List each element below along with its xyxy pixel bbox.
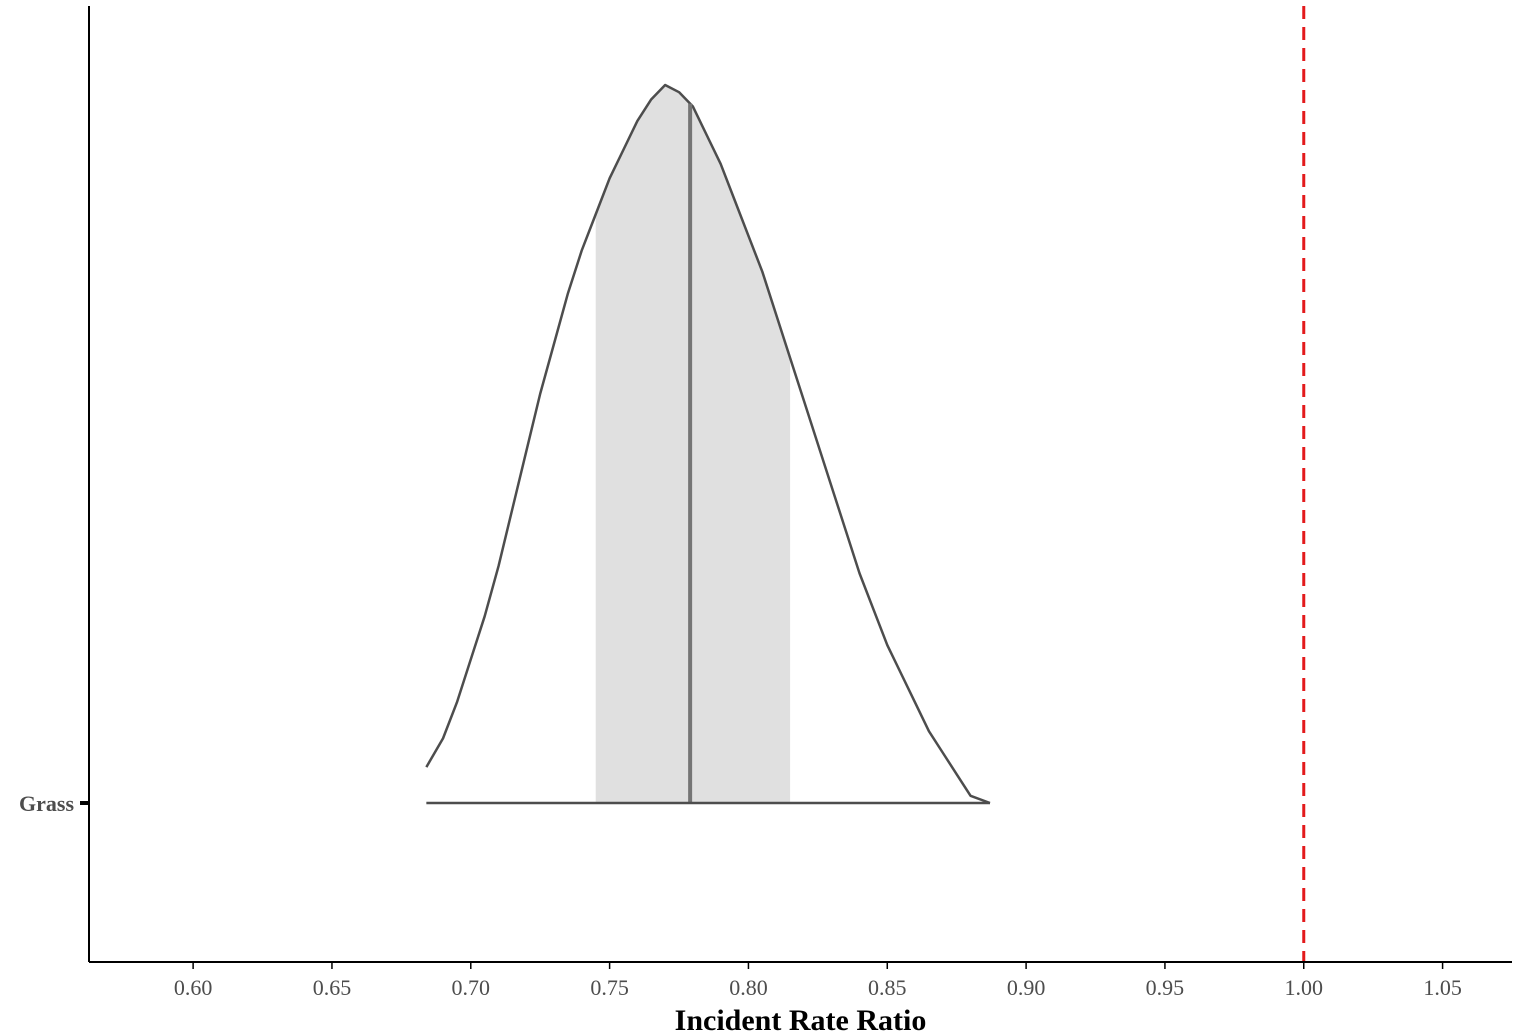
interval-group [426,103,991,805]
x-tick-label: 0.65 [313,975,352,1000]
x-tick-label: 0.75 [590,975,629,1000]
density-curve [425,83,991,805]
x-tick-label: 0.85 [868,975,907,1000]
axes-group [80,6,1512,969]
x-tick-label: 0.60 [174,975,213,1000]
density-interval-fill [595,85,791,803]
x-tick-label: 0.95 [1146,975,1185,1000]
y-tick-label: Grass [19,791,74,816]
x-tick-label: 0.90 [1007,975,1046,1000]
x-tick-label: 1.00 [1285,975,1324,1000]
x-tick-label: 1.05 [1423,975,1462,1000]
x-tick-label: 0.70 [452,975,491,1000]
x-axis-title: Incident Rate Ratio [675,1004,927,1035]
labels-group: Grass 0.60 0.65 0.70 0.75 0.80 0.85 0.90 0.95 1.0… [19,791,1462,1000]
x-tick-label: 0.80 [729,975,768,1000]
density-group [425,83,991,805]
